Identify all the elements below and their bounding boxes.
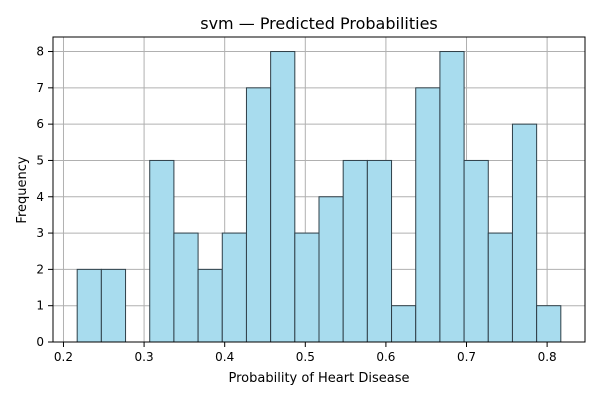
histogram-bar-18: [511, 123, 538, 343]
x-tick-label-1: 0.3: [135, 350, 154, 364]
x-tick-label-4: 0.6: [376, 350, 395, 364]
y-axis-label: Frequency: [15, 156, 30, 223]
x-tick-label-6: 0.8: [538, 350, 557, 364]
y-tick-label-2: 2: [36, 262, 44, 276]
chart-title: svm — Predicted Probabilities: [200, 14, 438, 33]
histogram-bar-12: [366, 159, 393, 343]
histogram-bar-17: [487, 232, 513, 343]
histogram-bar-5: [197, 268, 223, 343]
histogram-bar-14: [415, 87, 441, 343]
x-axis-ticks: 0.2 0.3 0.4 0.5 0.6 0.7 0.8: [54, 342, 557, 364]
x-tick-label-3: 0.5: [296, 350, 315, 364]
histogram-bar-11: [342, 159, 368, 343]
y-tick-label-0: 0: [36, 335, 44, 349]
y-tick-label-1: 1: [36, 299, 44, 313]
bars: [76, 51, 562, 343]
histogram-bar-9: [294, 232, 320, 343]
x-tick-label-2: 0.4: [215, 350, 234, 364]
histogram-bar-15: [439, 51, 465, 343]
histogram-bar-6: [221, 232, 247, 343]
histogram-bar-0: [76, 268, 102, 343]
histogram-bar-10: [318, 196, 344, 343]
histogram-bar-3: [149, 159, 175, 343]
y-tick-label-7: 7: [36, 81, 44, 95]
y-tick-label-5: 5: [36, 153, 44, 167]
histogram-bar-1: [100, 268, 127, 343]
y-axis-ticks: 0 1 2 3 4 5 6 7 8: [36, 45, 53, 349]
histogram-bar-13: [391, 305, 417, 343]
x-axis-label: Probability of Heart Disease: [229, 371, 410, 386]
y-tick-label-8: 8: [36, 45, 44, 59]
x-tick-label-0: 0.2: [54, 350, 73, 364]
y-tick-label-3: 3: [36, 226, 44, 240]
histogram-bar-19: [536, 305, 562, 343]
histogram-bar-4: [173, 232, 199, 343]
histogram-bar-8: [270, 51, 296, 343]
histogram-bar-16: [463, 159, 489, 343]
histogram-bar-7: [245, 87, 272, 343]
plot-frame: [52, 36, 586, 343]
x-tick-label-5: 0.7: [457, 350, 476, 364]
y-tick-label-6: 6: [36, 117, 44, 131]
y-tick-label-4: 4: [36, 190, 44, 204]
